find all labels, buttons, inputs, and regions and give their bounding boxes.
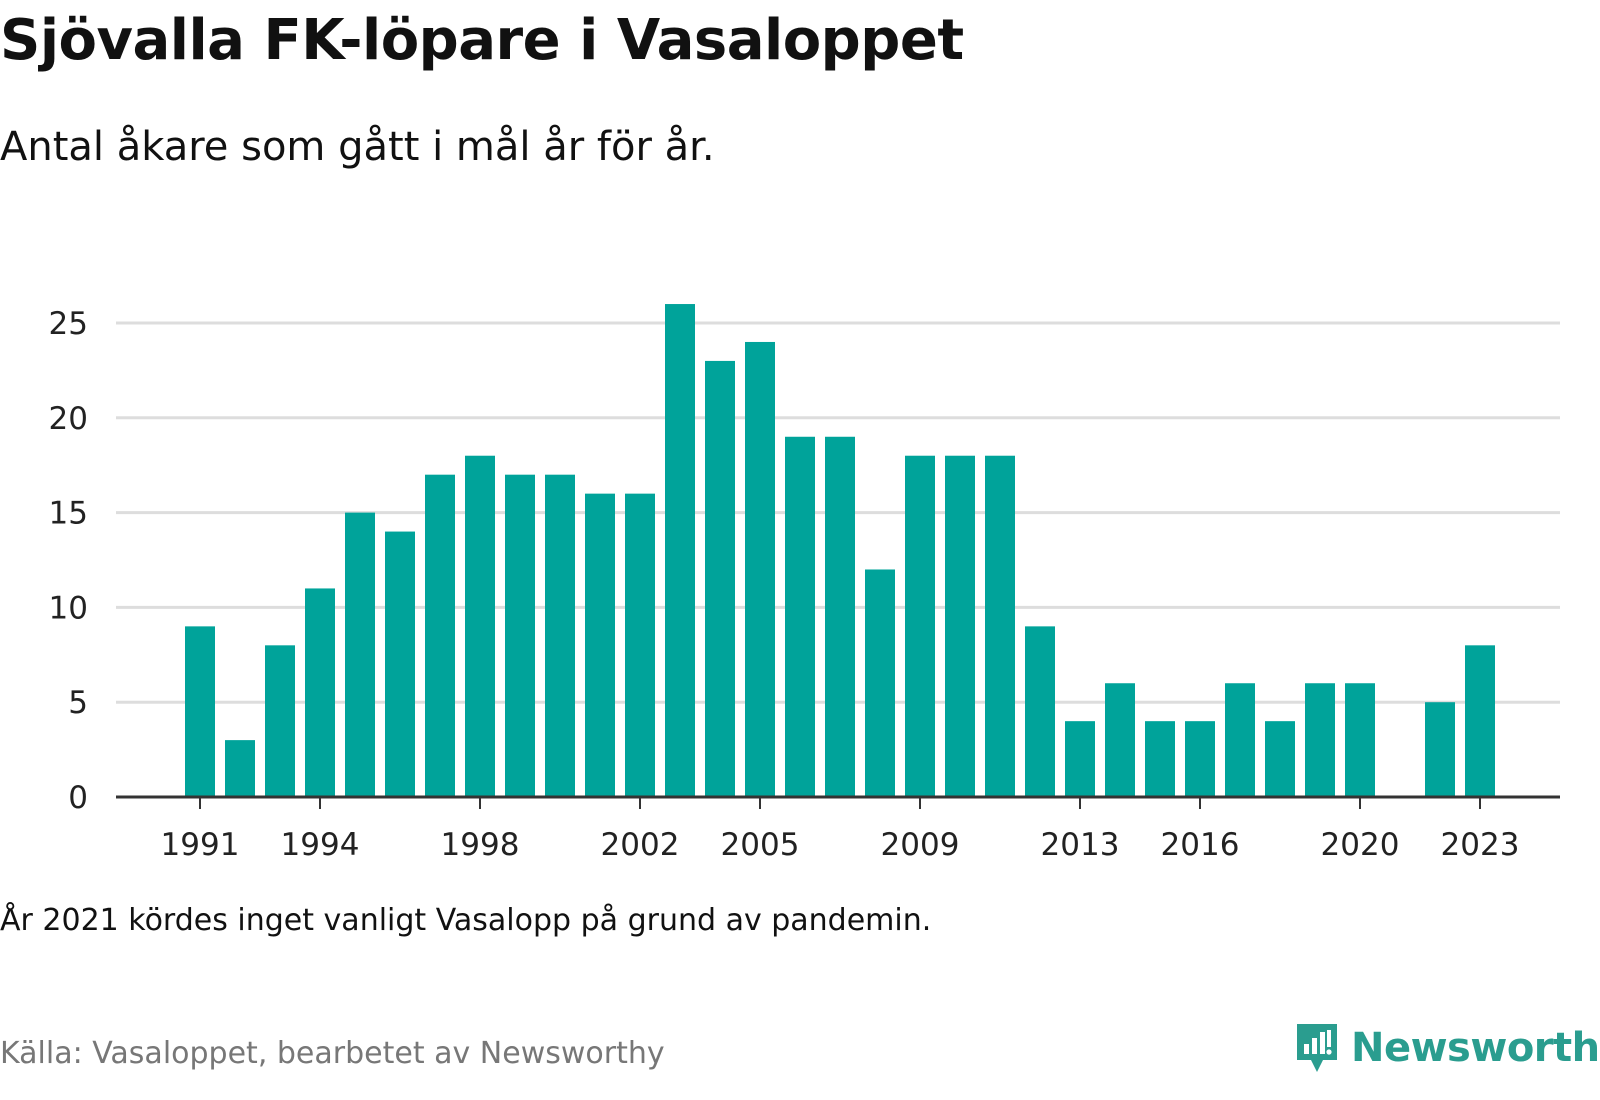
chart-title: Sjövalla FK-löpare i Vasaloppet — [0, 8, 964, 73]
bar-2006 — [785, 436, 815, 797]
newsworthy-logo: Newsworthy — [1293, 1020, 1600, 1076]
bar-1998 — [465, 455, 495, 797]
brand-name: Newsworthy — [1351, 1025, 1600, 1071]
bar-2005 — [745, 341, 775, 797]
bar-2010 — [945, 455, 975, 797]
x-tick-label: 1994 — [281, 827, 360, 863]
source-credit: Källa: Vasaloppet, bearbetet av Newswort… — [0, 1036, 665, 1071]
bar-2008 — [865, 569, 895, 797]
bar-2014 — [1105, 683, 1135, 797]
chart-note: År 2021 kördes inget vanligt Vasalopp på… — [0, 903, 932, 938]
y-tick-label: 15 — [49, 496, 88, 532]
bar-2020 — [1345, 683, 1375, 797]
bar-2013 — [1065, 721, 1095, 797]
bar-1993 — [265, 645, 295, 797]
x-tick-label: 2013 — [1041, 827, 1120, 863]
bar-chart: 0 5 10 15 20 25 1991 1994 1998 2002 2005 2009 2013 2… — [49, 304, 1560, 863]
bar-2001 — [585, 493, 615, 797]
y-tick-label: 0 — [68, 780, 88, 816]
x-tick-label: 2005 — [721, 827, 800, 863]
x-tick-label: 2002 — [601, 827, 680, 863]
bars — [185, 304, 1495, 797]
x-tick-label: 2020 — [1321, 827, 1400, 863]
bar-1991 — [185, 626, 215, 797]
x-tick-label: 2016 — [1161, 827, 1240, 863]
bar-2011 — [985, 455, 1015, 797]
bar-2007 — [825, 436, 855, 797]
bar-1992 — [225, 740, 255, 797]
bar-2019 — [1305, 683, 1335, 797]
bar-2009 — [905, 455, 935, 797]
x-tick-label: 1998 — [441, 827, 520, 863]
bar-1994 — [305, 588, 335, 797]
bar-2016 — [1185, 721, 1215, 797]
y-tick-label: 5 — [68, 685, 88, 721]
x-tick-label: 1991 — [161, 827, 240, 863]
bar-2017 — [1225, 683, 1255, 797]
x-axis-ticks: 1991 1994 1998 2002 2005 2009 2013 2016 2020 2023 — [161, 797, 1520, 863]
bar-2023 — [1465, 645, 1495, 797]
bar-1996 — [385, 531, 415, 797]
bar-2022 — [1425, 702, 1455, 797]
y-tick-label: 25 — [49, 306, 88, 342]
y-tick-label: 20 — [49, 401, 88, 437]
bar-2015 — [1145, 721, 1175, 797]
y-axis-ticks: 0 5 10 15 20 25 — [49, 306, 88, 816]
newsworthy-logo-icon — [1297, 1024, 1337, 1072]
bar-1997 — [425, 474, 455, 797]
y-tick-label: 10 — [49, 590, 88, 626]
bar-2004 — [705, 360, 735, 797]
bar-2012 — [1025, 626, 1055, 797]
bar-1999 — [505, 474, 535, 797]
bar-2003 — [665, 304, 695, 797]
chart-subtitle: Antal åkare som gått i mål år för år. — [0, 124, 715, 170]
x-tick-label: 2023 — [1441, 827, 1520, 863]
bar-1995 — [345, 512, 375, 797]
bar-2002 — [625, 493, 655, 797]
bar-2000 — [545, 474, 575, 797]
bar-2018 — [1265, 721, 1295, 797]
x-tick-label: 2009 — [881, 827, 960, 863]
